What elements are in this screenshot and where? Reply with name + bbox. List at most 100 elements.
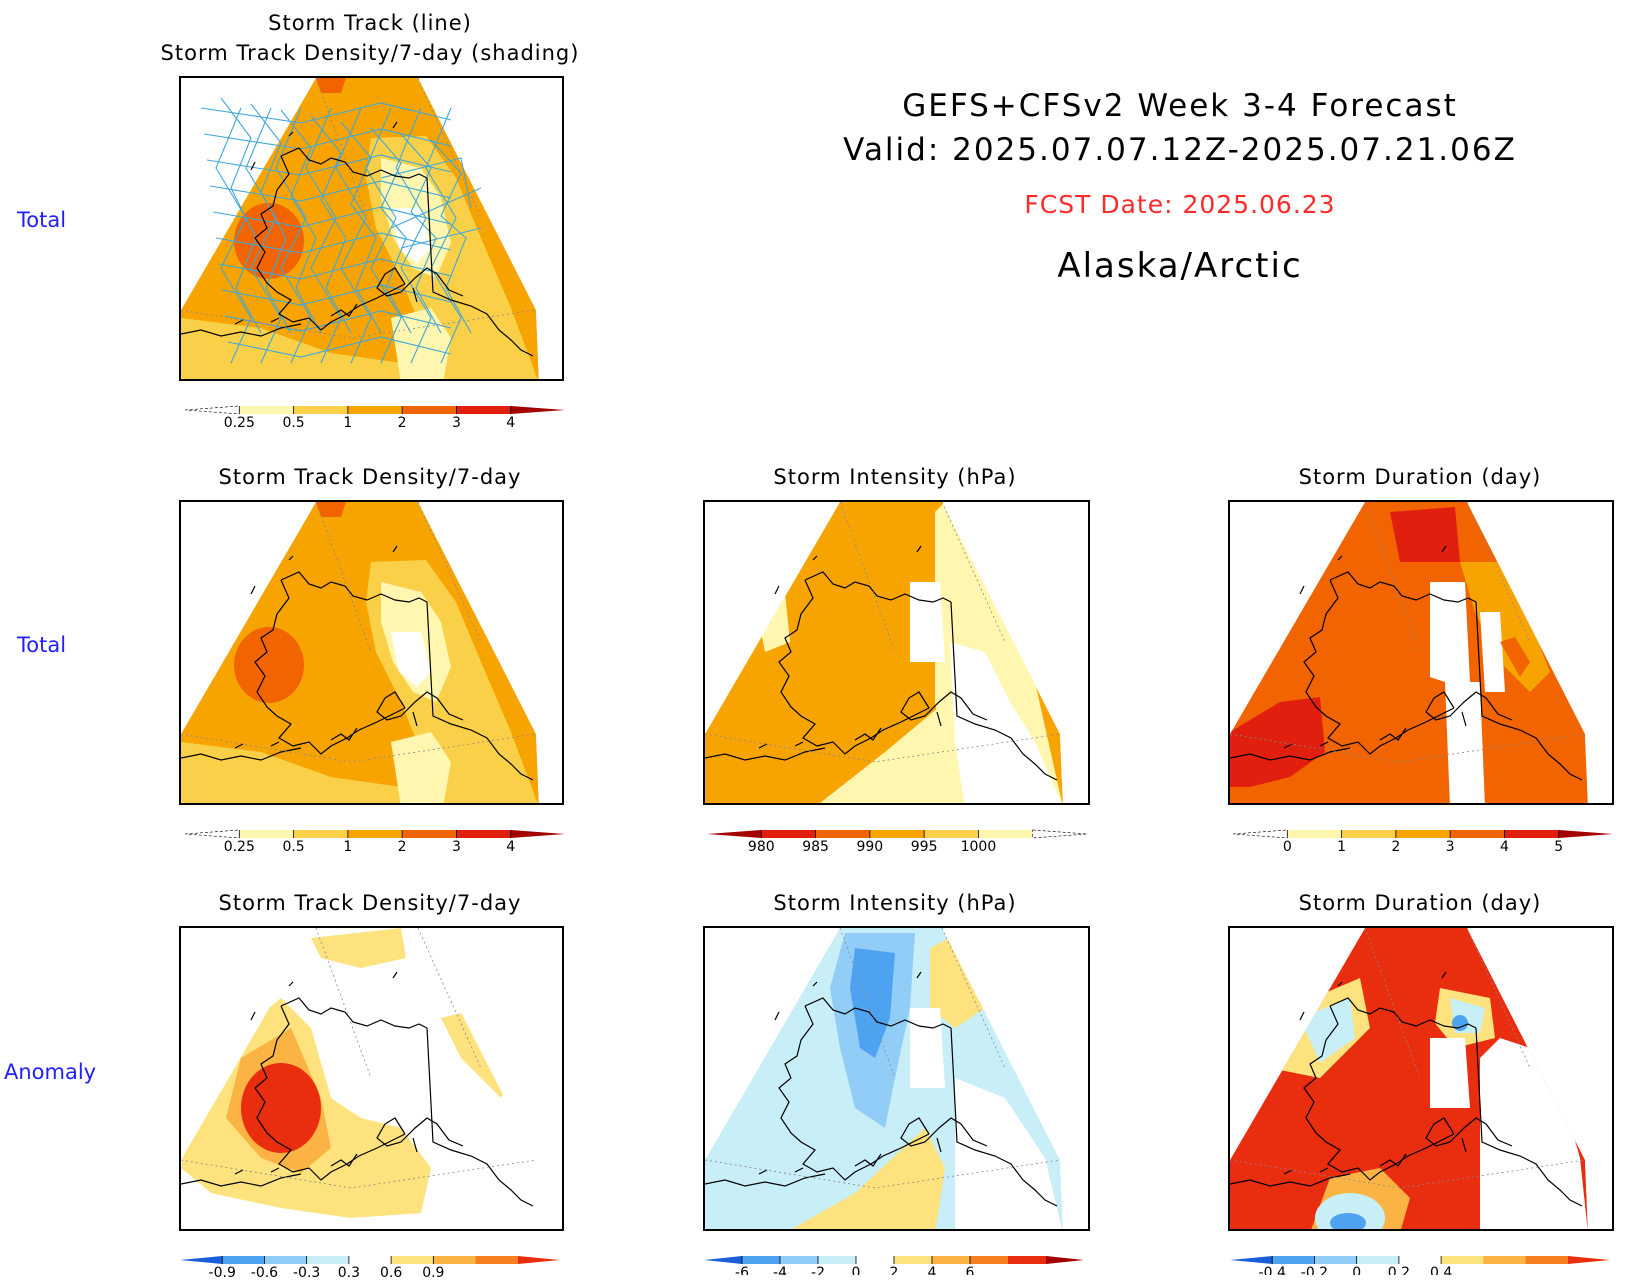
map-svg: [181, 78, 539, 379]
map-panel-duration-anomaly: [1228, 926, 1614, 1231]
colorbar: -0.4 -0.2 0 0.2 0.4: [1230, 1256, 1610, 1275]
colorbar-tick-label: 990: [856, 839, 883, 855]
colorbar-tick-label: -6: [735, 1265, 749, 1275]
shaded-region: [311, 928, 406, 968]
colorbar-swatch: [347, 830, 403, 838]
coastline: [1230, 545, 1583, 781]
shaded-region: [1330, 1213, 1366, 1229]
colorbar-tick-label: 6: [966, 1265, 975, 1275]
colorbar-tick-label: -0.2: [1301, 1265, 1328, 1275]
colorbar-swatch: [707, 830, 762, 838]
colorbar-swatch: [1398, 1256, 1442, 1264]
coastline: [181, 545, 534, 781]
map-svg: [705, 928, 1063, 1229]
shaded-region: [950, 642, 1063, 803]
colorbar-tick-label: 0.3: [338, 1265, 360, 1281]
colorbar-swatch: [222, 1256, 265, 1264]
colorbar-swatch: [347, 406, 403, 414]
colorbar: -0.9 -0.6 -0.3 0.3 0.6 0.9: [180, 1256, 560, 1281]
panel-title: Storm Track Density/7-day: [218, 465, 522, 489]
map-panel-intensity-total: [703, 500, 1090, 805]
panel-title: Storm Track Density/7-day: [218, 891, 522, 915]
colorbar-swatch: [1525, 1256, 1568, 1264]
shaded-region: [785, 1128, 945, 1229]
colorbar-swatch: [348, 1256, 392, 1264]
shaded-region: [234, 627, 304, 703]
colorbar-tick-label: 2: [1391, 839, 1400, 855]
shaded-region: [316, 78, 346, 93]
row-label-anomaly: Anomaly: [4, 1060, 97, 1084]
colorbar-swatch: [293, 406, 348, 414]
panel-title: Storm Intensity (hPa): [773, 891, 1017, 915]
colorbar-swatch: [924, 830, 979, 838]
colorbar-tick-label: -0.9: [209, 1265, 236, 1281]
forecast-date: FCST Date: 2025.06.23: [1024, 190, 1336, 219]
coastline: [705, 971, 1058, 1207]
colorbar-tick-label: 3: [1446, 839, 1455, 855]
colorbar-tick-label: 995: [911, 839, 938, 855]
colorbar-swatch: [932, 1256, 970, 1264]
map-svg: [1230, 928, 1588, 1229]
panel-title: Storm Duration (day): [1298, 891, 1542, 915]
colorbar-swatch: [402, 406, 457, 414]
colorbar-swatch: [1287, 830, 1342, 838]
colorbar-swatch: [1046, 1256, 1084, 1264]
shaded-region: [1430, 1038, 1470, 1108]
shaded-region: [1452, 1015, 1468, 1031]
colorbar: 0.25 0.5 1 2 3 4: [184, 405, 565, 431]
panel-subtitle: Storm Track Density/7-day (shading): [160, 41, 580, 65]
colorbar-tick-label: 0.2: [1388, 1265, 1410, 1275]
colorbar-swatch: [402, 830, 457, 838]
colorbar-swatch: [894, 1256, 932, 1264]
shaded-region: [1430, 582, 1485, 803]
shaded-region: [815, 702, 955, 803]
shaded-region: [241, 1063, 321, 1153]
graticule: [181, 928, 537, 1189]
colorbar-swatch: [780, 1256, 818, 1264]
colorbar-swatch: [704, 1256, 742, 1264]
map-panel-intensity-anomaly: [703, 926, 1090, 1231]
shaded-region: [391, 732, 451, 803]
map-svg: [181, 928, 539, 1229]
colorbar-swatch: [184, 405, 240, 415]
colorbar-tick-label: 1: [343, 839, 352, 855]
colorbar-swatch: [456, 830, 511, 838]
colorbar-swatch: [239, 830, 294, 838]
map-panel-duration-total: [1228, 500, 1614, 805]
colorbar-tick-label: 0.25: [224, 839, 255, 855]
colorbar-tick-label: -2: [811, 1265, 825, 1275]
row-label-total-1: Total: [17, 208, 67, 232]
colorbar-swatch: [818, 1256, 856, 1264]
colorbar-tick-label: 980: [748, 839, 775, 855]
colorbar-tick-label: -0.3: [293, 1265, 320, 1281]
coastline: [181, 121, 534, 357]
colorbar-swatch: [815, 830, 870, 838]
colorbar-swatch: [1567, 1256, 1610, 1264]
colorbar-swatch: [742, 1256, 780, 1264]
colorbar-tick-label: 4: [1500, 839, 1509, 855]
map-panel-storm-track: [179, 76, 564, 381]
colorbar-tick-label: 2: [890, 1265, 899, 1275]
colorbar-tick-label: 0.6: [380, 1265, 402, 1281]
colorbar-swatch: [184, 829, 240, 839]
colorbar-tick-label: 1: [343, 415, 352, 431]
colorbar-tick-label: 1: [1337, 839, 1346, 855]
panel-title: Storm Track (line): [268, 11, 472, 35]
shaded-region: [910, 1008, 945, 1088]
graticule: [705, 928, 1061, 1189]
colorbar-swatch: [510, 830, 565, 838]
region-label: Alaska/Arctic: [1057, 246, 1303, 286]
colorbar-tick-label: 4: [506, 415, 515, 431]
colorbar: 980 985 990 995 1000: [707, 829, 1088, 855]
graticule: [1230, 928, 1586, 1189]
coastline: [1230, 971, 1583, 1207]
colorbar: 0 1 2 3 4 5: [1232, 829, 1613, 855]
shaded-region: [316, 502, 346, 517]
colorbar-swatch: [264, 1256, 307, 1264]
colorbar-tick-label: 4: [506, 839, 515, 855]
colorbar-tick-label: 0.25: [224, 415, 255, 431]
colorbar-tick-label: 985: [802, 839, 829, 855]
colorbar-swatch: [978, 830, 1033, 838]
shaded-region: [910, 582, 945, 662]
colorbar-swatch: [239, 406, 294, 414]
